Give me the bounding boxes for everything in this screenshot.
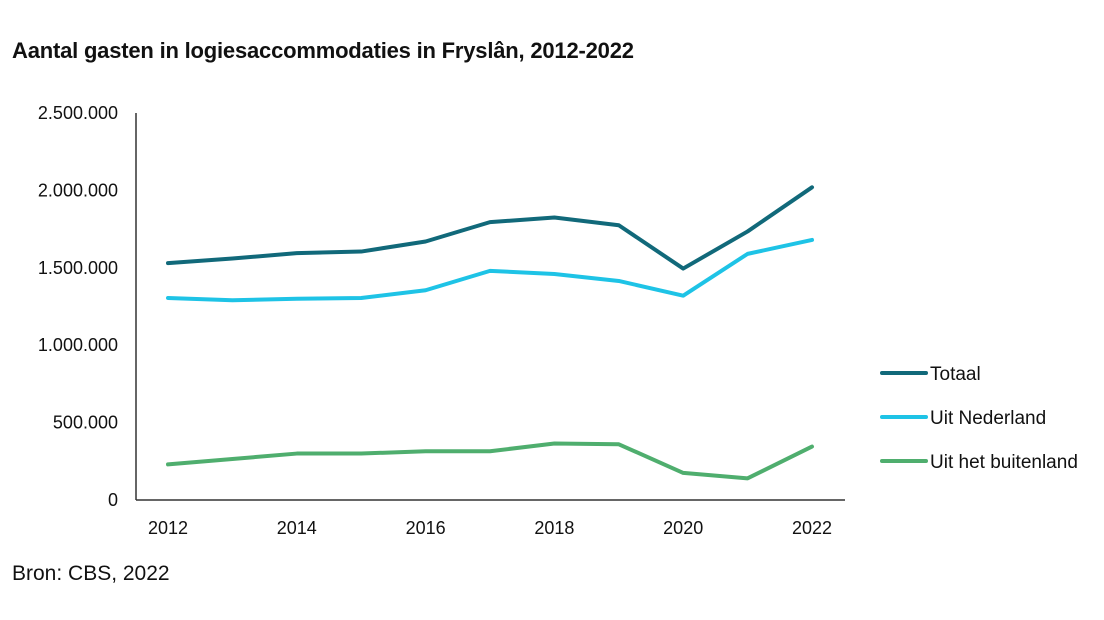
y-tick-label: 1.500.000 [38,258,118,278]
y-axis-ticks: 0 500.000 1.000.000 1.500.000 2.000.000 2.500… [38,103,118,510]
x-axis-ticks: 2012 2014 2016 2018 2020 2022 [148,518,832,538]
chart-title: Aantal gasten in logiesaccommodaties in … [12,38,634,63]
x-tick-label: 2022 [792,518,832,538]
x-tick-label: 2012 [148,518,188,538]
y-tick-label: 500.000 [53,413,118,433]
y-tick-label: 2.500.000 [38,103,118,123]
y-tick-label: 2.000.000 [38,180,118,200]
x-tick-label: 2020 [663,518,703,538]
legend-label: Totaal [930,364,981,385]
y-tick-label: 0 [108,490,118,510]
series-lines [166,185,814,481]
legend: Totaal Uit Nederland Uit het buitenland [880,364,1078,473]
series-line-uit-het-buitenland [166,441,814,481]
x-tick-label: 2016 [406,518,446,538]
legend-label: Uit het buitenland [930,452,1078,473]
y-tick-label: 1.000.000 [38,335,118,355]
legend-label: Uit Nederland [930,408,1046,429]
plot-area: 0 500.000 1.000.000 1.500.000 2.000.000 2.500… [38,103,845,538]
x-tick-label: 2018 [534,518,574,538]
x-tick-label: 2014 [277,518,317,538]
series-line-totaal [166,185,814,271]
series-line-uit-nederland [166,237,814,303]
source-note: Bron: CBS, 2022 [12,562,170,585]
